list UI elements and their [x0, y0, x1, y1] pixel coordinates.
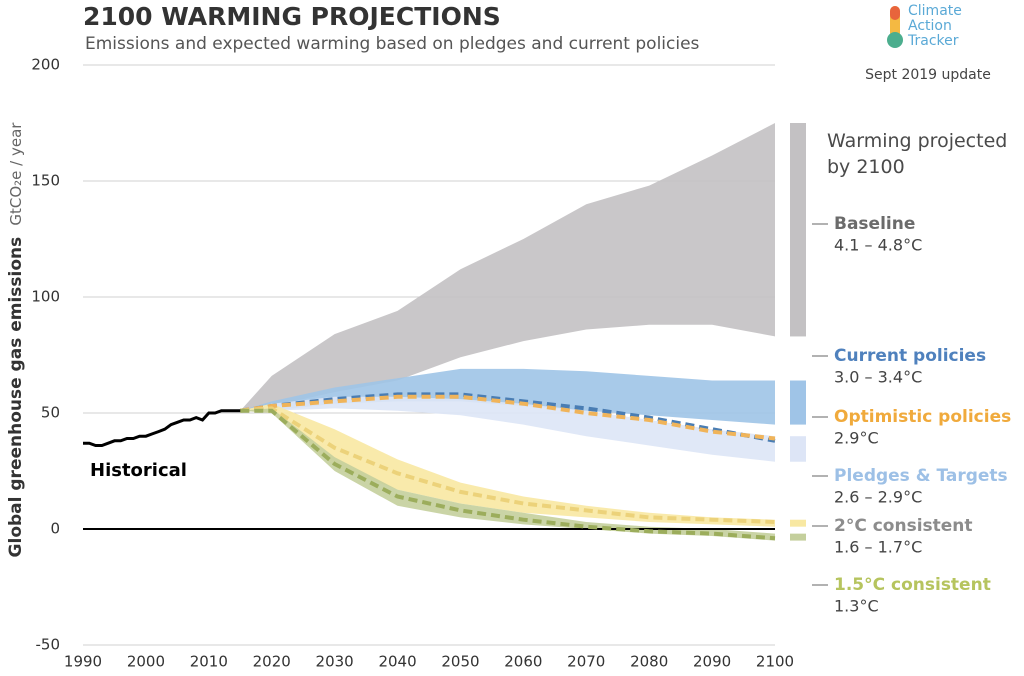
historical-line	[83, 409, 241, 447]
median-line	[240, 394, 776, 441]
x-tick-label: 2090	[693, 653, 731, 671]
y-tick-label: 50	[41, 404, 60, 422]
range-band	[240, 123, 776, 411]
series-range: 1.3°C	[834, 597, 879, 616]
historical-label: Historical	[90, 460, 187, 481]
logo-icon	[887, 6, 903, 48]
chart-title: 2100 WARMING PROJECTIONS	[83, 2, 501, 31]
y-tick-label: 200	[31, 56, 60, 74]
y-tick-label: 0	[50, 520, 60, 538]
series-name: 1.5°C consistent	[834, 575, 991, 595]
chart-subtitle: Emissions and expected warming based on …	[85, 34, 700, 54]
logo-text: Climate Action Tracker	[908, 3, 962, 49]
x-tick-label: 2030	[316, 653, 354, 671]
range-bar	[790, 519, 806, 527]
range-bar	[790, 436, 806, 462]
x-tick-label: 2000	[127, 653, 165, 671]
x-tick-label: 2050	[441, 653, 479, 671]
x-tick-label: 2060	[504, 653, 542, 671]
series-name: 2°C consistent	[834, 516, 973, 536]
y-label: Global greenhouse gas emissions	[6, 237, 26, 558]
y-tick-label: 150	[31, 172, 60, 190]
y-unit: GtCO₂e / year	[7, 122, 25, 226]
x-tick-label: 2010	[190, 653, 228, 671]
x-tick-label: 2070	[567, 653, 605, 671]
annotation: Warming projected by 2100	[827, 130, 1008, 178]
range-bar	[790, 533, 806, 541]
series-name: Optimistic policies	[834, 407, 1011, 427]
series-range: 4.1 – 4.8°C	[834, 236, 922, 255]
x-tick-label: 2100	[756, 653, 794, 671]
median-line	[240, 408, 776, 541]
y-tick-label: -50	[36, 636, 61, 654]
range-band	[240, 408, 776, 541]
y-tick-label: 100	[31, 288, 60, 306]
series-name: Baseline	[834, 214, 915, 234]
series-range: 2.9°C	[834, 429, 879, 448]
series-name: Current policies	[834, 346, 986, 366]
series-range: 2.6 – 2.9°C	[834, 488, 922, 507]
x-tick-label: 2040	[378, 653, 416, 671]
x-tick-label: 1990	[64, 653, 102, 671]
median-line	[240, 406, 776, 524]
x-tick-label: 2020	[253, 653, 291, 671]
series-name: Pledges & Targets	[834, 466, 1008, 486]
series-range: 1.6 – 1.7°C	[834, 538, 922, 557]
x-tick-label: 2080	[630, 653, 668, 671]
range-band	[240, 396, 776, 462]
range-bar	[790, 380, 806, 425]
series-range: 3.0 – 3.4°C	[834, 368, 922, 387]
range-bar	[790, 123, 806, 337]
range-band	[240, 368, 776, 425]
y-axis-label: Global greenhouse gas emissions GtCO₂e /…	[6, 122, 27, 558]
update-date: Sept 2019 update	[865, 67, 991, 83]
